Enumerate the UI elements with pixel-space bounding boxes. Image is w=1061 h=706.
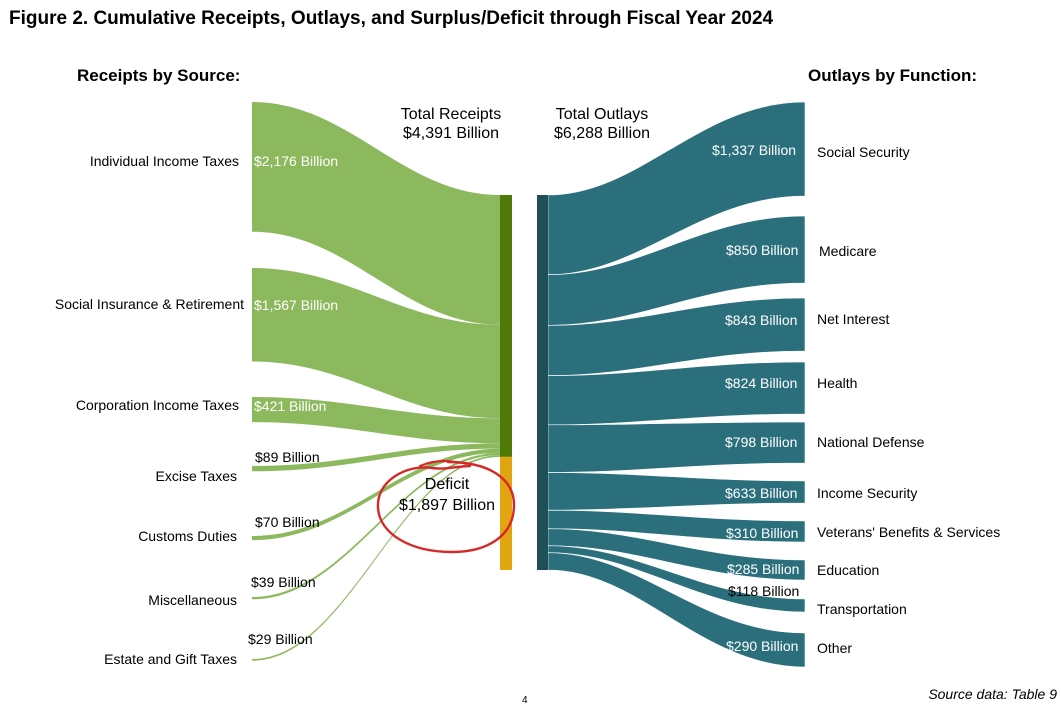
total-receipts-value: $4,391 Billion xyxy=(402,125,500,142)
outlay-value-veterans: $310 Billion xyxy=(726,525,799,541)
total-receipts-label: Total Receipts $4,391 Billion xyxy=(386,105,516,143)
outlay-value-other: $290 Billion xyxy=(726,638,799,654)
outlay-value-defense: $798 Billion xyxy=(725,434,798,450)
outlay-label-veterans: Veterans' Benefits & Services xyxy=(817,524,1001,540)
receipts-header: Receipts by Source: xyxy=(77,66,241,85)
outlay-label-social-security: Social Security xyxy=(817,144,910,160)
outlay-value-education: $285 Billion xyxy=(727,561,800,577)
outlay-flow-8 xyxy=(547,545,806,613)
receipt-value-estate: $29 Billion xyxy=(248,631,313,647)
receipt-label-social-insurance: Social Insurance & Retirement xyxy=(54,296,244,312)
outlay-flow-7 xyxy=(547,528,806,581)
outlay-value-medicare: $850 Billion xyxy=(726,242,799,258)
receipt-label-customs: Customs Duties xyxy=(138,528,237,544)
receipt-label-misc: Miscellaneous xyxy=(148,592,237,608)
outlay-label-net-interest: Net Interest xyxy=(817,311,890,327)
receipt-flow-6 xyxy=(252,455,500,661)
deficit-label: Deficit $1,897 Billion xyxy=(386,474,508,516)
receipt-value-corporation: $421 Billion xyxy=(254,398,327,414)
outlay-label-medicare: Medicare xyxy=(819,243,877,259)
outlay-value-social-security: $1,337 Billion xyxy=(712,142,797,158)
outlay-flow-5 xyxy=(547,472,806,511)
deficit-value: $1,897 Billion xyxy=(398,497,496,514)
receipt-label-excise: Excise Taxes xyxy=(155,468,237,484)
outlay-flow-1 xyxy=(547,215,806,326)
receipt-value-individual-income: $2,176 Billion xyxy=(254,153,339,169)
receipt-value-excise: $89 Billion xyxy=(255,449,320,465)
outlay-label-education: Education xyxy=(817,562,880,578)
page-number: 4 xyxy=(522,695,528,706)
receipt-value-customs: $70 Billion xyxy=(255,514,320,530)
outlay-flow-0 xyxy=(547,101,806,276)
receipt-flow-5 xyxy=(252,452,500,600)
source-note: Source data: Table 9 xyxy=(928,686,1057,702)
chart-title: Figure 2. Cumulative Receipts, Outlays, … xyxy=(9,8,774,29)
outlay-label-health: Health xyxy=(817,375,858,391)
receipt-label-individual-income: Individual Income Taxes xyxy=(89,153,239,169)
outlay-value-net-interest: $843 Billion xyxy=(725,312,798,328)
total-outlays-bar xyxy=(537,195,548,570)
outlay-label-defense: National Defense xyxy=(817,434,925,450)
total-outlays-value: $6,288 Billion xyxy=(553,125,651,142)
receipt-value-social-insurance: $1,567 Billion xyxy=(254,297,339,313)
receipt-flow-3 xyxy=(252,443,500,472)
total-receipts-title: Total Receipts xyxy=(400,106,502,123)
receipt-flow-4 xyxy=(252,448,500,541)
deficit-annotation-circle xyxy=(376,460,516,554)
outlay-flow-3 xyxy=(547,361,806,426)
total-receipts-bar xyxy=(500,195,512,457)
deficit-title: Deficit xyxy=(424,476,470,493)
receipt-flow-1 xyxy=(252,268,500,419)
outlay-label-transportation: Transportation xyxy=(817,601,907,617)
total-outlays-title: Total Outlays xyxy=(555,106,649,123)
outlay-value-income-security: $633 Billion xyxy=(725,485,798,501)
receipt-label-estate: Estate and Gift Taxes xyxy=(104,651,237,667)
outlay-label-other: Other xyxy=(817,640,853,656)
receipt-flow-2 xyxy=(252,397,500,444)
outlay-value-health: $824 Billion xyxy=(725,375,798,391)
outlay-flow-4 xyxy=(547,421,806,473)
receipt-flow-0 xyxy=(252,102,500,325)
deficit-annotation-stroke xyxy=(418,459,457,468)
receipt-label-corporation: Corporation Income Taxes xyxy=(75,397,239,413)
outlays-header: Outlays by Function: xyxy=(808,66,978,85)
total-outlays-label: Total Outlays $6,288 Billion xyxy=(537,105,667,143)
outlay-flow-6 xyxy=(547,509,806,543)
outlay-flow-2 xyxy=(547,297,806,377)
receipt-value-misc: $39 Billion xyxy=(251,574,316,590)
outlay-value-transportation: $118 Billion xyxy=(728,583,800,599)
outlay-label-income-security: Income Security xyxy=(817,485,918,501)
outlay-flow-9 xyxy=(547,552,806,668)
